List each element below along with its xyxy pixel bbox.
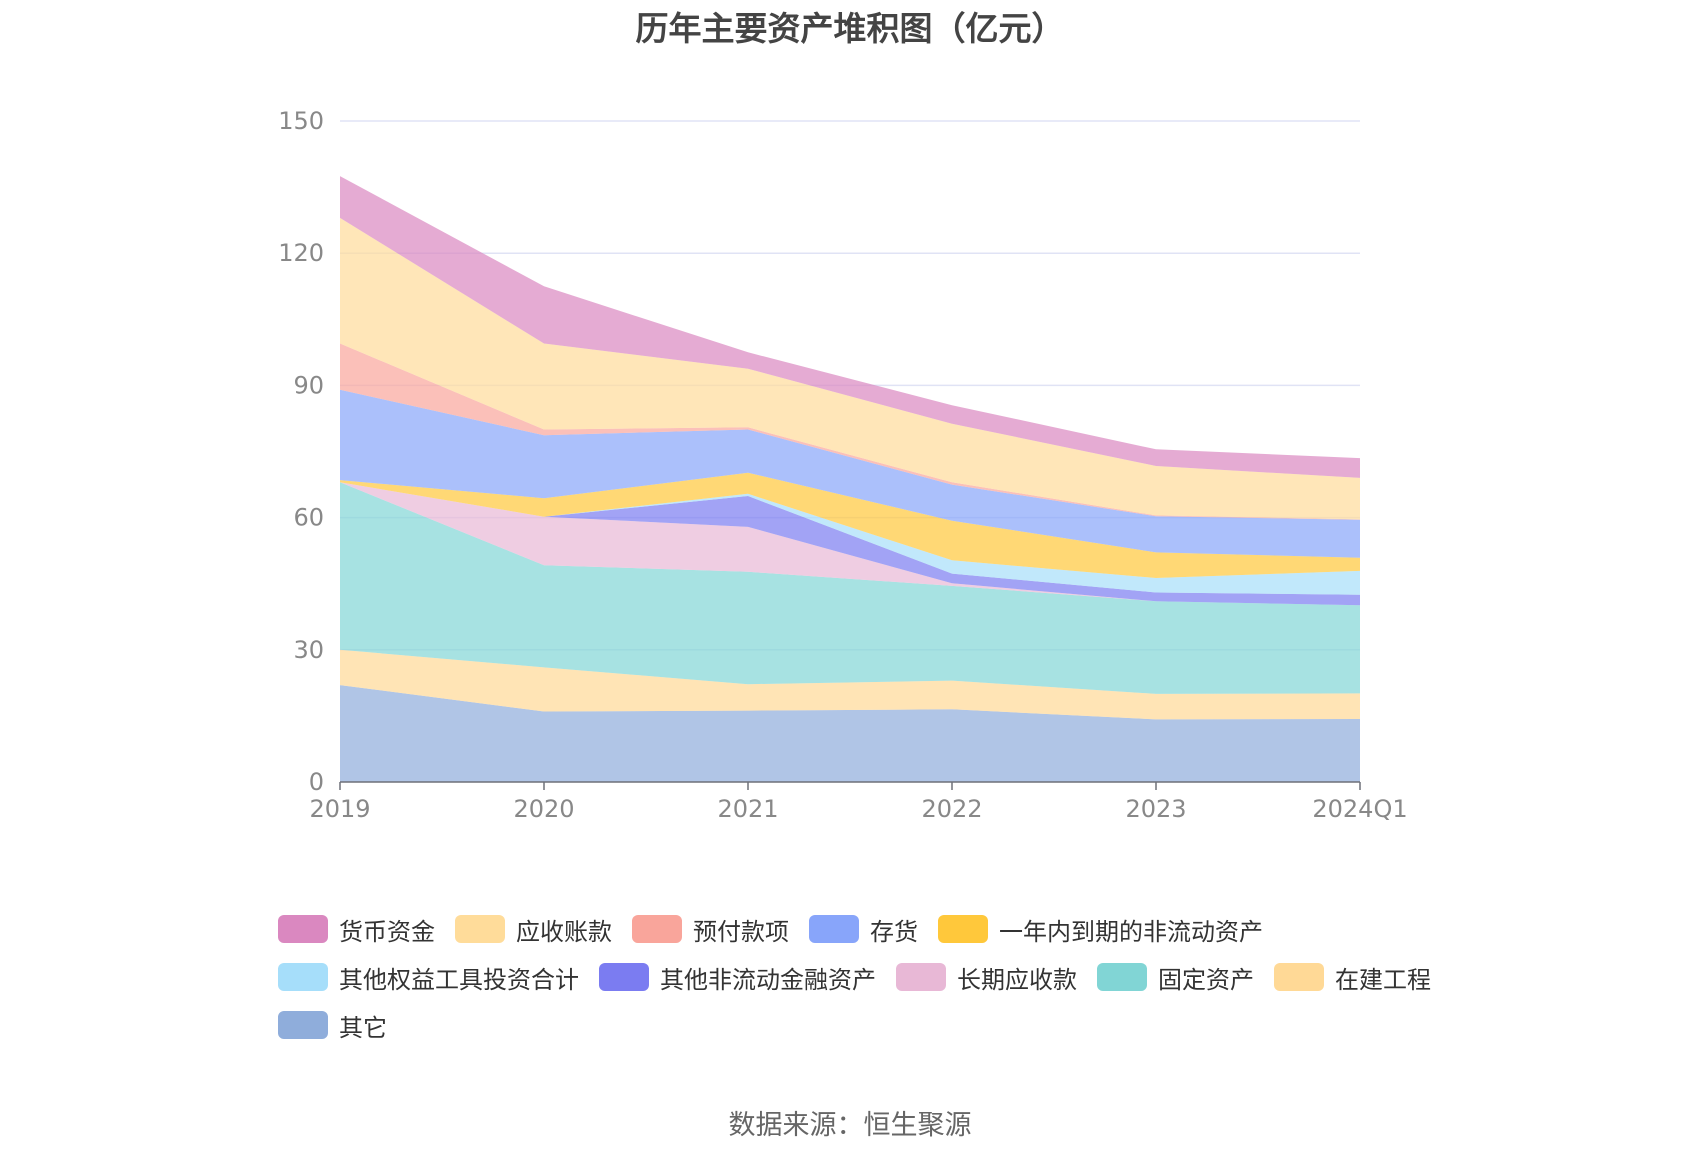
legend-item[interactable]: 其他权益工具投资合计 <box>278 953 579 1001</box>
legend-label: 长期应收款 <box>957 965 1077 994</box>
axes: 0 30 60 90 120 150 2019 2020 2021 2022 2023 2024Q1 <box>278 107 1407 823</box>
y-tick-label: 150 <box>278 107 324 135</box>
legend-item[interactable]: 其他非流动金融资产 <box>599 953 876 1001</box>
area-series-8 <box>340 343 1360 520</box>
legend-swatch <box>455 915 505 943</box>
legend-label: 存货 <box>870 917 918 946</box>
x-tick-label: 2020 <box>513 795 574 823</box>
area-series-10 <box>340 176 1360 478</box>
x-tick-label: 2019 <box>309 795 370 823</box>
x-tick-label: 2023 <box>1125 795 1186 823</box>
legend-swatch <box>938 915 988 943</box>
y-tick-label: 0 <box>309 768 324 796</box>
legend-item[interactable]: 一年内到期的非流动资产 <box>938 905 1263 953</box>
legend-label: 预付款项 <box>693 917 789 946</box>
legend-swatch <box>278 915 328 943</box>
x-tick-label: 2022 <box>921 795 982 823</box>
y-tick-label: 120 <box>278 239 324 267</box>
legend-label: 其他权益工具投资合计 <box>339 965 579 994</box>
legend-swatch <box>278 963 328 991</box>
x-tick-label: 2024Q1 <box>1312 795 1407 823</box>
legend-item[interactable]: 长期应收款 <box>896 953 1077 1001</box>
area-series-1 <box>340 649 1360 720</box>
y-tick-label: 30 <box>293 636 324 664</box>
legend-swatch <box>1097 963 1147 991</box>
area-series-2 <box>340 482 1360 694</box>
chart-title: 历年主要资产堆积图（亿元） <box>635 9 1065 48</box>
legend-swatch <box>896 963 946 991</box>
legend-label: 固定资产 <box>1158 965 1254 994</box>
legend-item[interactable]: 其它 <box>278 1001 387 1049</box>
legend-label: 一年内到期的非流动资产 <box>999 917 1263 946</box>
area-series-4 <box>340 482 1360 606</box>
legend-label: 货币资金 <box>339 917 435 946</box>
legend-item[interactable]: 在建工程 <box>1274 953 1431 1001</box>
legend-item[interactable]: 应收账款 <box>455 905 612 953</box>
legend-item[interactable]: 货币资金 <box>278 905 435 953</box>
legend-label: 其他非流动金融资产 <box>660 965 876 994</box>
data-source: 数据来源：恒生聚源 <box>728 1110 972 1141</box>
area-series <box>340 176 1360 782</box>
area-series-7 <box>340 389 1360 558</box>
legend-item[interactable]: 固定资产 <box>1097 953 1254 1001</box>
y-tick-label: 60 <box>293 504 324 532</box>
legend-swatch <box>1274 963 1324 991</box>
legend-item[interactable]: 存货 <box>809 905 918 953</box>
legend-swatch <box>278 1011 328 1039</box>
area-series-6 <box>340 472 1360 578</box>
legend: 货币资金 应收账款 预付款项 存货 一年内到期的非流动资产其他权益工具投资合计 其他非流动… <box>278 905 1458 1049</box>
legend-swatch <box>632 915 682 943</box>
legend-swatch <box>599 963 649 991</box>
area-series-5 <box>340 482 1360 595</box>
legend-swatch <box>809 915 859 943</box>
legend-label: 其它 <box>339 1013 387 1042</box>
legend-label: 在建工程 <box>1335 965 1431 994</box>
x-tick-label: 2021 <box>717 795 778 823</box>
legend-item[interactable]: 预付款项 <box>632 905 789 953</box>
area-series-9 <box>340 217 1360 520</box>
area-series-3 <box>340 482 1360 606</box>
y-tick-label: 90 <box>293 371 324 399</box>
area-series-0 <box>340 685 1360 782</box>
legend-label: 应收账款 <box>516 917 612 946</box>
